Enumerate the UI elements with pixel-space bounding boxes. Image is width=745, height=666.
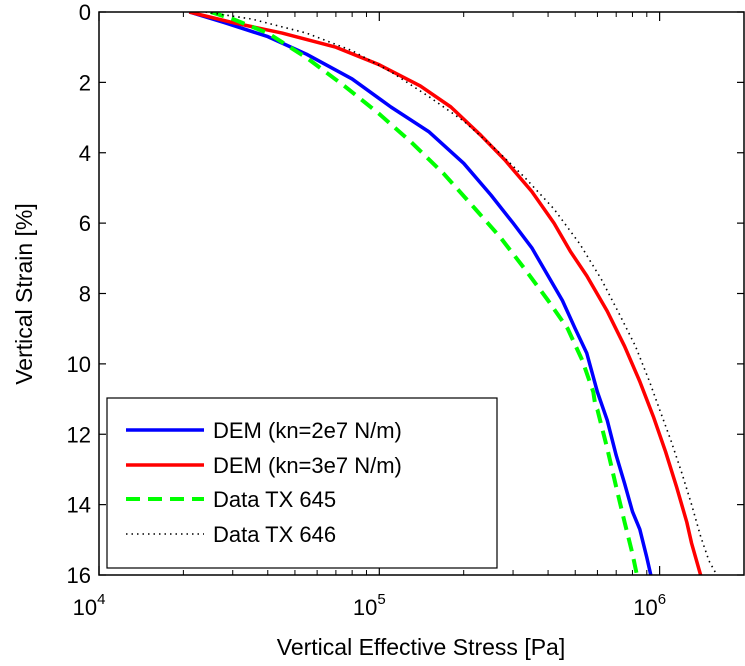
y-tick-label: 12 [67,422,91,447]
y-tick-label: 2 [79,70,91,95]
series-line-1 [188,12,653,575]
axes-layer: 0 2 4 6 8 10 12 14 16 104 105 106 [67,0,744,620]
x-tick-label: 106 [633,591,666,620]
y-tick-label: 4 [79,141,91,166]
legend-label-1: DEM (kn=2e7 N/m) [213,418,402,443]
y-tick-label: 0 [79,0,91,25]
series-line-3 [209,12,639,575]
legend-label-2: DEM (kn=3e7 N/m) [213,453,402,478]
y-tick-label: 10 [67,352,91,377]
legend-box [106,397,498,569]
x-tick-label: 105 [353,591,386,620]
series-layer [188,12,718,575]
legend: DEM (kn=2e7 N/m) DEM (kn=3e7 N/m) Data TX … [106,397,498,569]
legend-label-3: Data TX 645 [213,487,336,512]
y-tick-label: 16 [67,563,91,588]
y-axis-label: Vertical Strain [%] [11,203,37,385]
y-tick-label: 6 [79,211,91,236]
y-tick-label: 14 [67,493,91,518]
x-axis-label: Vertical Effective Stress [Pa] [277,634,565,660]
series-line-2 [188,12,703,575]
legend-label-4: Data TX 646 [213,522,336,547]
y-tick-label: 8 [79,282,91,307]
series-line-4 [205,12,718,575]
x-tick-label: 104 [73,591,106,620]
